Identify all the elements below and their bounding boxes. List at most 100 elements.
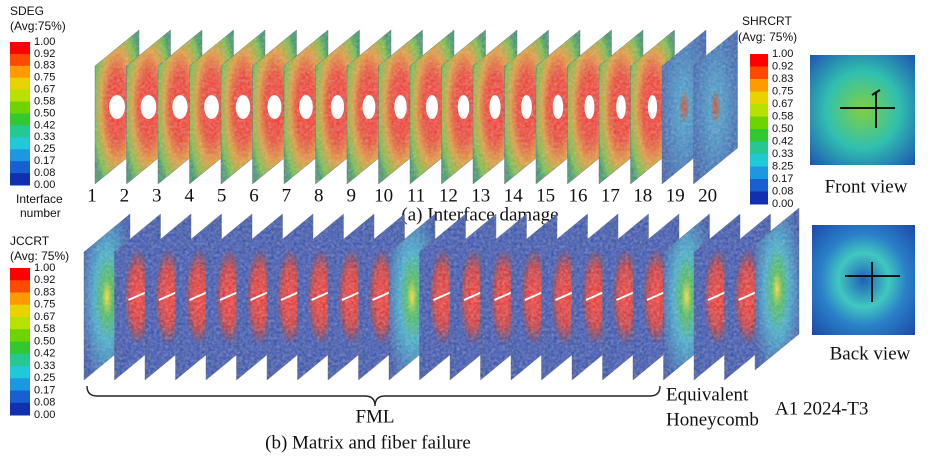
legend-label: 0.75 <box>772 85 793 97</box>
fml-brace <box>87 386 660 406</box>
legend-label: 1.00 <box>34 262 55 274</box>
legend-swatch <box>10 391 30 404</box>
legend-label: 0.58 <box>34 323 55 335</box>
legend-swatch <box>10 78 30 90</box>
legend-label: 0.42 <box>34 348 55 360</box>
legend-swatch <box>750 92 768 105</box>
damage-hole <box>141 95 157 119</box>
legend-swatch <box>10 403 30 416</box>
legend-swatch <box>750 104 768 117</box>
legend-swatch <box>10 161 30 173</box>
legend-swatch <box>10 280 30 293</box>
legend-title: JCCRT <box>10 234 50 248</box>
interface-number: 3 <box>152 185 162 206</box>
legend-label: 0.67 <box>34 84 55 96</box>
legend-swatch <box>10 293 30 306</box>
legend-swatch <box>750 54 768 67</box>
damage-hole <box>616 95 626 119</box>
legend-label: 0.92 <box>34 48 55 60</box>
legend-swatch <box>10 354 30 367</box>
legend-label: 0.75 <box>34 72 55 84</box>
legend-swatch <box>10 149 30 161</box>
axis-label: Interface <box>16 192 63 206</box>
damage-hole <box>585 95 595 119</box>
interface-number: 6 <box>249 185 259 206</box>
legend-swatch <box>10 54 30 66</box>
legend-subtitle: (Avg: 75%) <box>738 30 797 44</box>
legend-label: 0.08 <box>772 185 793 197</box>
legend-label: 0.58 <box>772 110 793 122</box>
legend-label: 0.42 <box>34 119 55 131</box>
interface-number: 13 <box>471 185 490 206</box>
legend-swatch <box>10 378 30 391</box>
legend-swatch <box>10 173 30 185</box>
legend-label: 0.92 <box>772 60 793 72</box>
group-label: A1 2024-T3 <box>775 398 868 419</box>
legend-label: 0.50 <box>34 107 55 119</box>
legend-title: SHRCRT <box>742 14 792 28</box>
group-label: Honeycomb <box>666 409 759 430</box>
legend-subtitle: (Avg:75%) <box>10 19 66 33</box>
legend-swatch <box>750 192 768 205</box>
legend-label: 1.00 <box>772 48 793 60</box>
group-label: FML <box>355 406 394 427</box>
legend-label: 0.33 <box>34 360 55 372</box>
legend-label: 0.50 <box>34 335 55 347</box>
damage-hole <box>648 95 657 119</box>
legend-swatch <box>10 329 30 342</box>
legend-swatch <box>10 90 30 102</box>
legend-title: SDEG <box>10 4 44 18</box>
legend-swatch <box>10 137 30 149</box>
interface-number: 15 <box>536 185 555 206</box>
interface-number: 20 <box>698 185 717 206</box>
legend-label: 0.17 <box>772 173 793 185</box>
legend-label: 0.08 <box>34 167 55 179</box>
interface-number: 7 <box>282 185 292 206</box>
legend-label: 0.08 <box>34 397 55 409</box>
legend-label: 1.00 <box>34 36 55 48</box>
legend-swatch <box>10 66 30 78</box>
legend-swatch <box>750 67 768 80</box>
damage-hole <box>331 95 344 119</box>
group-label: Equivalent <box>666 384 749 405</box>
legend-label: 0.00 <box>34 409 55 421</box>
damage-hole <box>489 95 500 119</box>
legend-swatch <box>10 42 30 54</box>
interface-number: 19 <box>666 185 685 206</box>
legend-label: 0.42 <box>772 135 793 147</box>
interface-number: 2 <box>120 185 130 206</box>
interface-number: 9 <box>346 185 356 206</box>
interface-number: 4 <box>184 185 194 206</box>
legend-label: 0.25 <box>34 143 55 155</box>
legend-label: 0.67 <box>34 311 55 323</box>
legend-swatch <box>10 268 30 281</box>
legend-label: 0.92 <box>34 274 55 286</box>
interface-number: 1 <box>87 185 97 206</box>
legend-swatch <box>10 125 30 137</box>
front-view-image <box>810 55 915 165</box>
interface-number: 18 <box>633 185 652 206</box>
legend-label: 0.83 <box>772 73 793 85</box>
interface-number: 5 <box>217 185 227 206</box>
damage-hole <box>363 95 376 119</box>
legend-label: 0.83 <box>34 60 55 72</box>
damage-hole <box>268 95 282 119</box>
legend-swatch <box>10 114 30 126</box>
legend-swatch <box>10 342 30 355</box>
damage-hole <box>204 95 219 119</box>
legend-swatch <box>750 117 768 130</box>
legend-swatch <box>750 79 768 92</box>
legend-swatch <box>10 366 30 379</box>
interface-number: 17 <box>601 185 620 206</box>
interface-number: 11 <box>407 185 425 206</box>
interface-number: 14 <box>504 185 524 206</box>
legend-label: 0.50 <box>772 123 793 135</box>
back-view-image <box>812 225 915 335</box>
legend-swatch <box>10 305 30 318</box>
legend-swatch <box>750 142 768 155</box>
view-label: Back view <box>830 343 911 364</box>
damage-hole <box>458 95 470 119</box>
legend-label: 0.00 <box>34 179 55 191</box>
legend-label: 0.75 <box>34 299 55 311</box>
caption: (b) Matrix and fiber failure <box>265 432 471 453</box>
